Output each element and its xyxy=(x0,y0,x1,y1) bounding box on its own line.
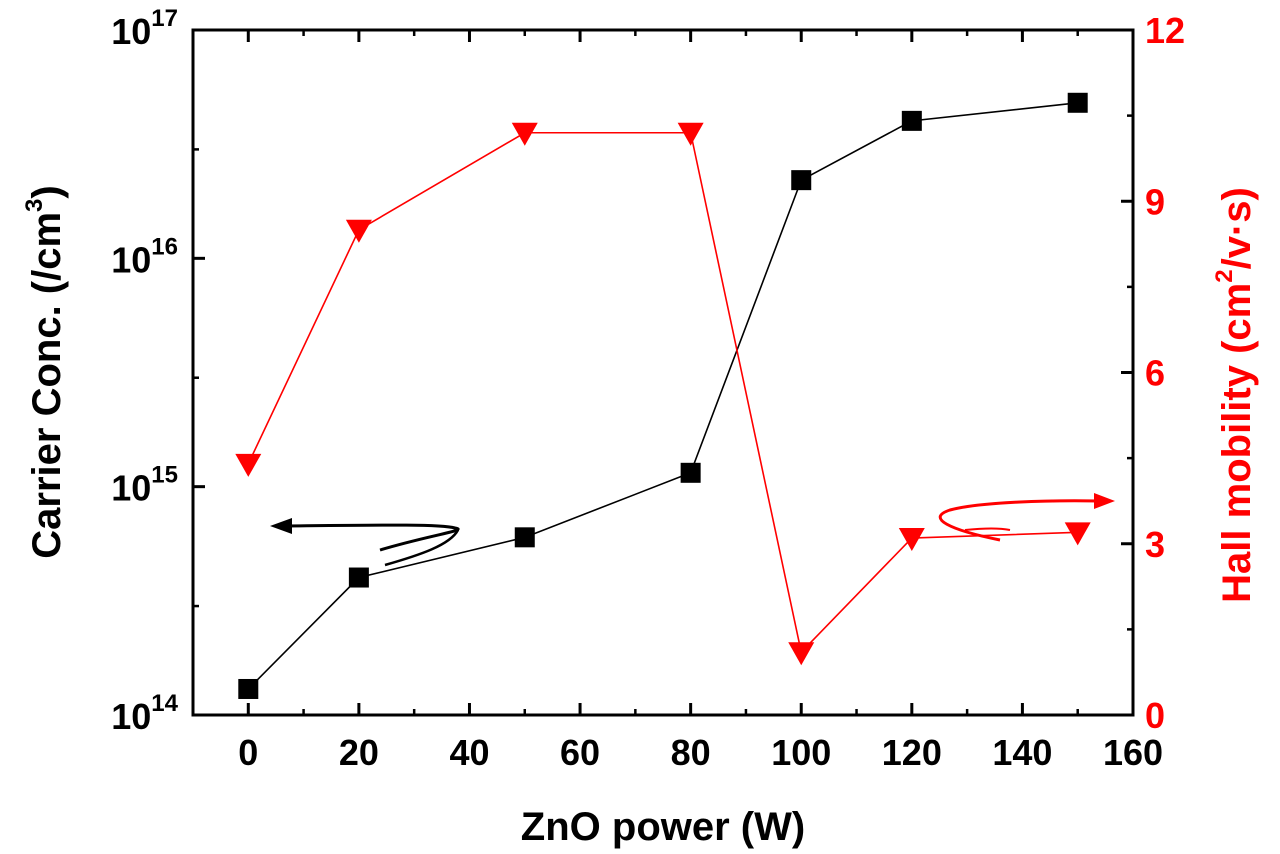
carrier-conc-point xyxy=(680,462,701,483)
left-tick-base: 10 xyxy=(111,11,151,52)
left-tick-exp: 15 xyxy=(151,462,178,489)
series-lines xyxy=(247,101,1078,690)
left-y-axis-title-main: Carrier Conc. (/cm xyxy=(25,212,69,559)
carrier-conc-point xyxy=(901,110,922,131)
x-axis-ticks: 0 20 40 60 80 100 120 140 160 xyxy=(191,30,1163,773)
x-tick-label: 40 xyxy=(449,732,489,773)
carrier-axis-arrow xyxy=(270,518,460,567)
x-tick-label: 140 xyxy=(992,732,1052,773)
hall-mobility-point xyxy=(1064,522,1091,546)
right-y-axis-title-sup: 2 xyxy=(1211,269,1238,282)
hall-mobility-point xyxy=(677,122,704,146)
hall-mobility-point xyxy=(898,528,925,552)
right-y-axis-title: Hall mobility (cm2/v·s) xyxy=(1211,187,1259,603)
carrier-conc-point xyxy=(348,567,369,588)
right-y-axis-ticks: 0 3 6 9 12 xyxy=(1121,10,1185,736)
right-y-axis-title-rest: /v·s) xyxy=(1215,187,1259,269)
hall-mobility-point xyxy=(235,453,262,477)
right-tick-label: 3 xyxy=(1145,524,1165,565)
x-axis-title: ZnO power (W) xyxy=(521,805,805,849)
left-tick-exp: 17 xyxy=(151,5,178,32)
hall-mobility-point xyxy=(511,122,538,146)
left-tick-base: 10 xyxy=(111,239,151,280)
left-y-axis-title: Carrier Conc. (/cm3) xyxy=(21,185,69,558)
left-tick-label: 1016 xyxy=(111,233,178,280)
left-tick-exp: 14 xyxy=(151,690,178,717)
x-tick-label: 160 xyxy=(1103,732,1163,773)
right-tick-label: 6 xyxy=(1145,353,1165,394)
carrier-conc-line xyxy=(247,101,1078,690)
carrier-conc-point xyxy=(514,527,535,548)
left-y-axis-title-sup: 3 xyxy=(21,199,48,212)
left-tick-base: 10 xyxy=(111,468,151,509)
x-tick-label: 100 xyxy=(771,732,831,773)
left-tick-label: 1015 xyxy=(111,462,178,509)
left-tick-label: 1014 xyxy=(111,690,178,737)
x-tick-label: 20 xyxy=(339,732,379,773)
x-tick-label: 80 xyxy=(671,732,711,773)
left-y-axis-title-close: ) xyxy=(25,185,69,198)
left-tick-base: 10 xyxy=(111,696,151,737)
hall-mobility-point xyxy=(788,642,815,666)
left-tick-exp: 16 xyxy=(151,233,178,260)
hall-mobility-point xyxy=(345,219,372,243)
x-tick-label: 60 xyxy=(560,732,600,773)
series-markers xyxy=(235,92,1091,699)
right-y-axis-title-main: Hall mobility (cm xyxy=(1215,283,1259,603)
carrier-conc-point xyxy=(1067,92,1088,113)
mobility-axis-arrow xyxy=(938,493,1115,542)
carrier-conc-point xyxy=(791,170,812,191)
right-tick-label: 0 xyxy=(1145,695,1165,736)
carrier-conc-point xyxy=(238,678,259,699)
right-tick-label: 12 xyxy=(1145,10,1185,51)
right-tick-label: 9 xyxy=(1145,181,1165,222)
x-tick-label: 0 xyxy=(238,732,258,773)
x-tick-label: 120 xyxy=(882,732,942,773)
left-tick-label: 1017 xyxy=(111,5,178,52)
